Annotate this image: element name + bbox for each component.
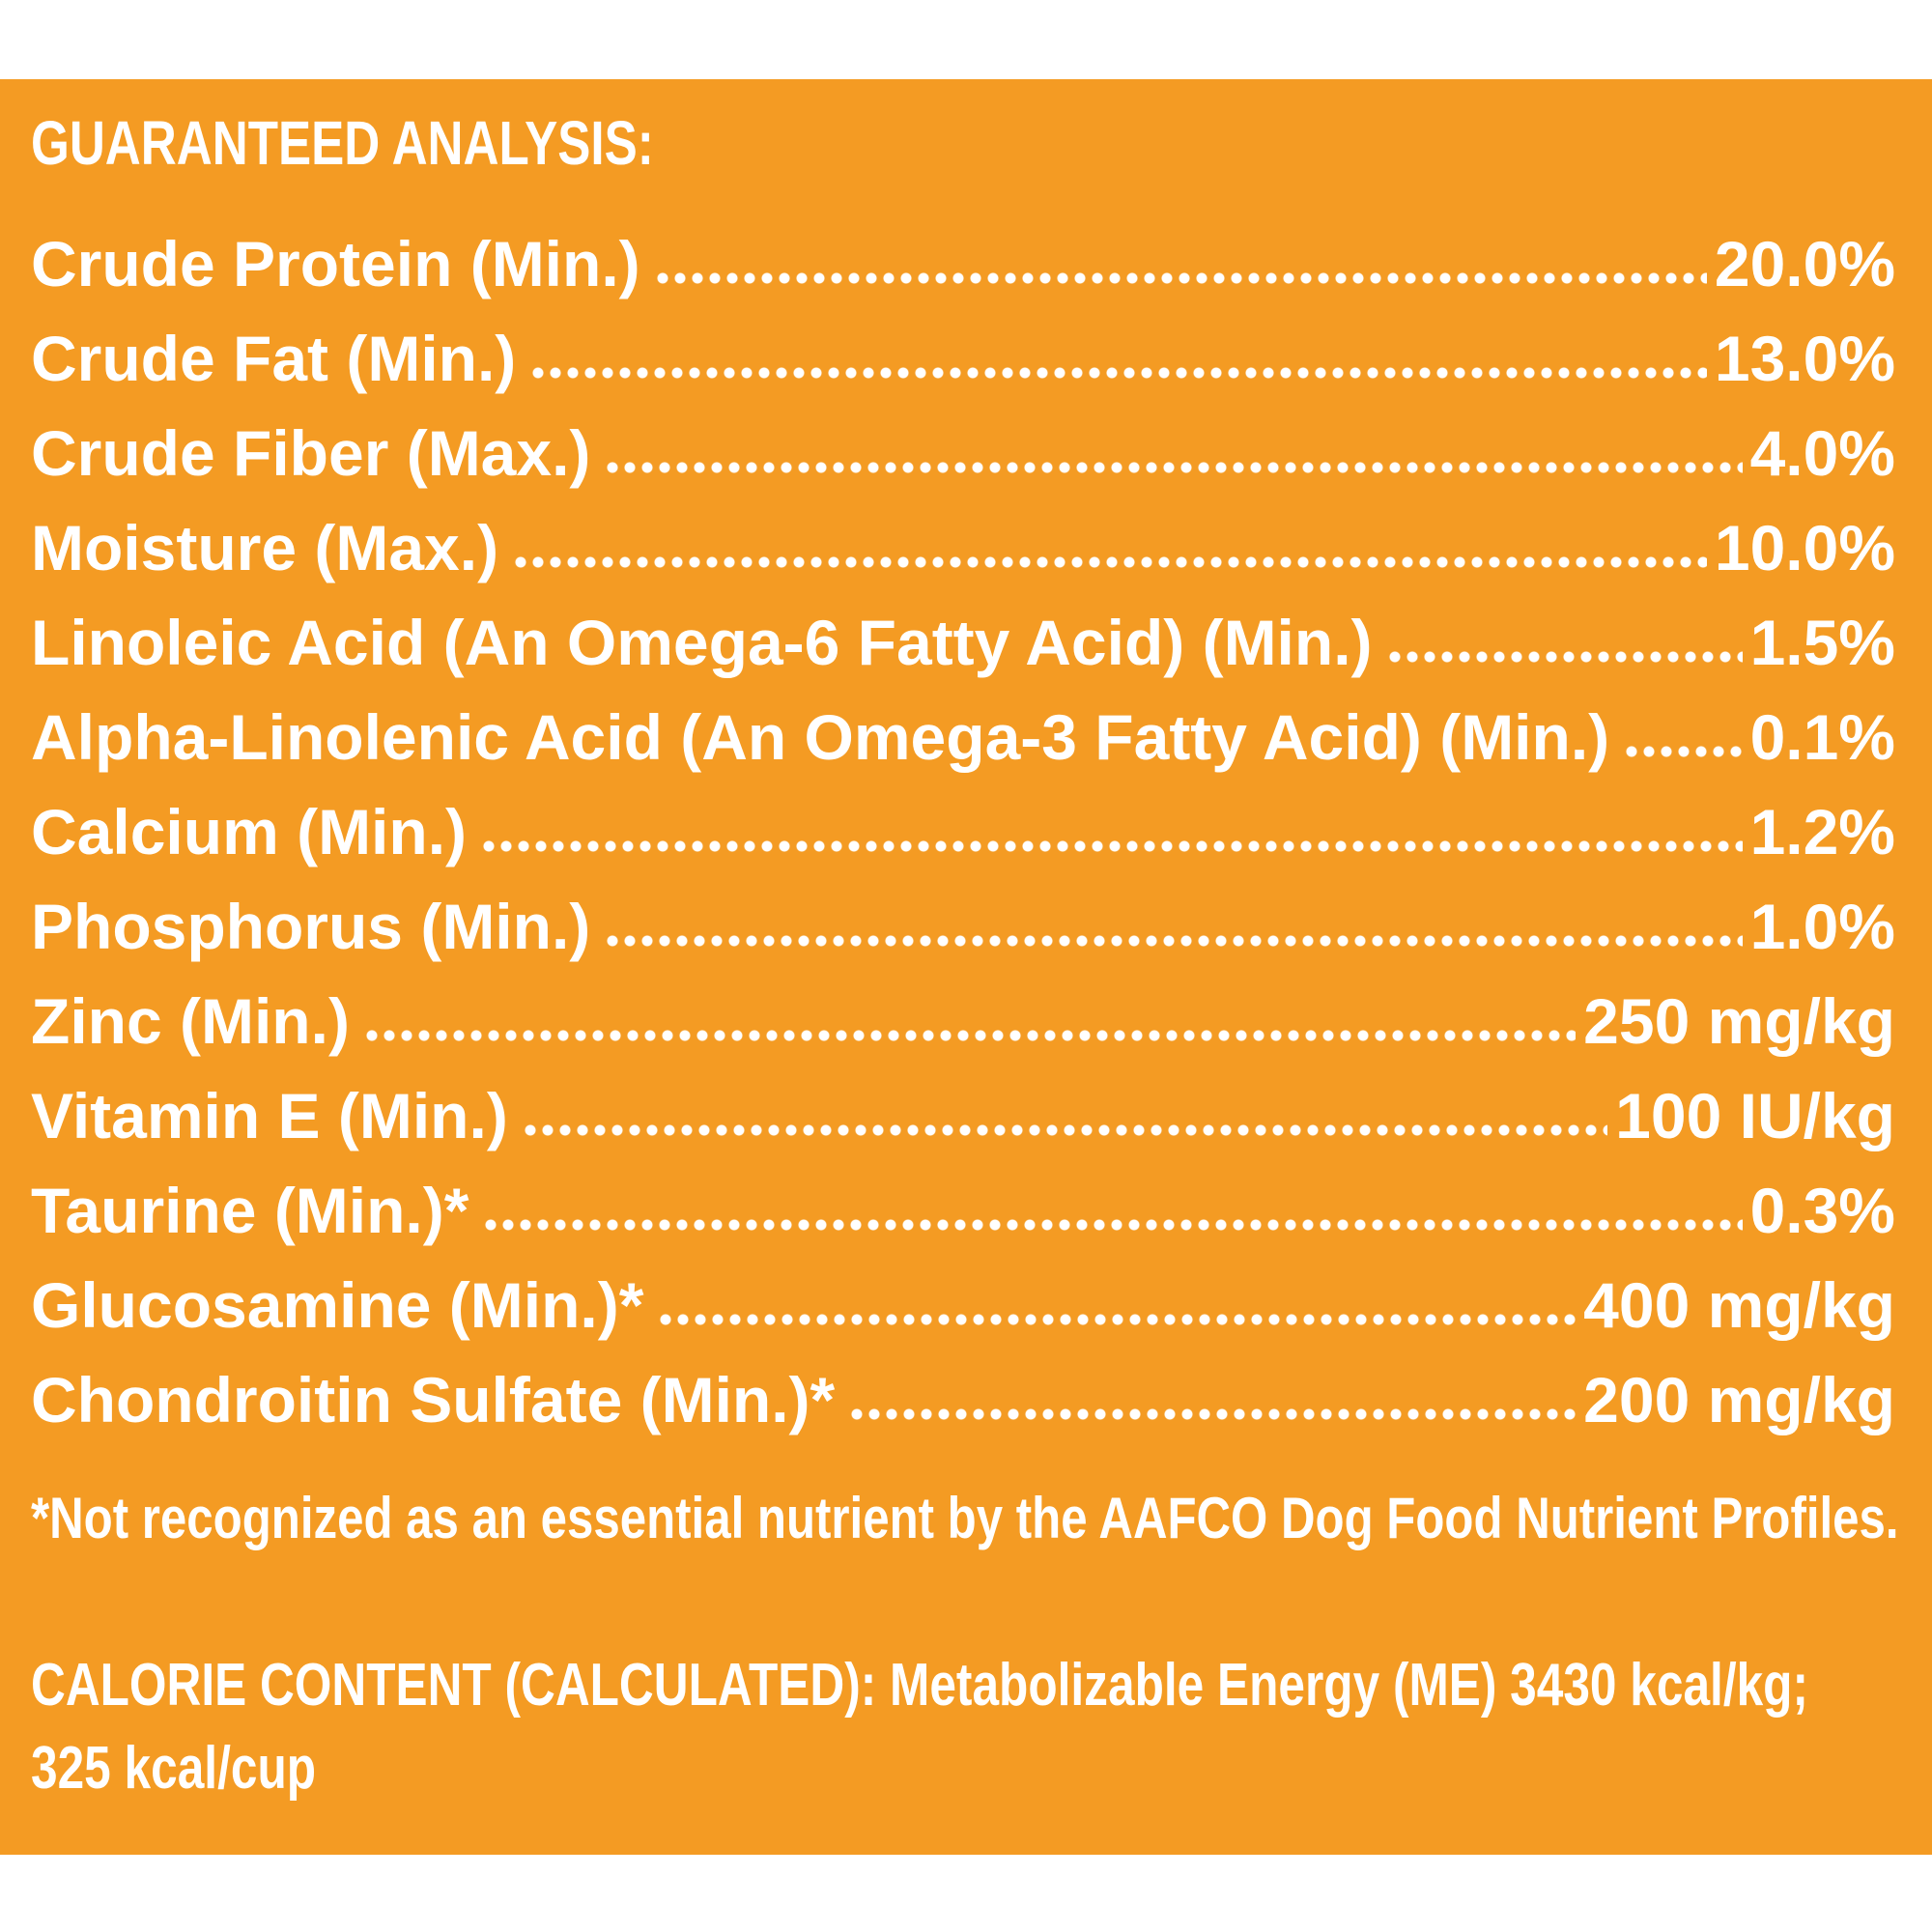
nutrient-value: 10.0% xyxy=(1714,512,1895,583)
analysis-row: Crude Fat (Min.) 13.0% xyxy=(31,311,1895,406)
nutrient-value: 250 mg/kg xyxy=(1583,985,1895,1057)
dot-leader xyxy=(529,366,1707,380)
nutrient-label: Vitamin E (Min.) xyxy=(31,1080,508,1151)
nutrient-label: Calcium (Min.) xyxy=(31,796,468,867)
nutrient-label: Crude Fiber (Max.) xyxy=(31,417,591,489)
dot-leader xyxy=(653,271,1707,285)
analysis-row: Crude Protein (Min.) 20.0% xyxy=(31,216,1895,311)
analysis-row: Alpha-Linolenic Acid (An Omega-3 Fatty A… xyxy=(31,690,1895,784)
nutrient-label: Crude Protein (Min.) xyxy=(31,228,640,299)
analysis-row: Phosphorus (Min.) 1.0% xyxy=(31,879,1895,974)
dot-leader xyxy=(1385,650,1743,664)
nutrient-label: Moisture (Max.) xyxy=(31,512,499,583)
nutrient-label: Taurine (Min.)* xyxy=(31,1175,469,1246)
analysis-row: Chondroitin Sulfate (Min.)* 200 mg/kg xyxy=(31,1352,1895,1447)
calorie-content-line: 325 kcal/cup xyxy=(31,1735,317,1802)
dot-leader xyxy=(604,934,1743,948)
nutrient-value: 1.0% xyxy=(1749,891,1895,962)
nutrient-label: Glucosamine (Min.)* xyxy=(31,1269,644,1341)
calorie-content: CALORIE CONTENT (CALCULATED): Metaboliza… xyxy=(31,1644,1808,1810)
dot-leader xyxy=(482,1218,1743,1232)
nutrient-value: 400 mg/kg xyxy=(1583,1269,1895,1341)
dot-leader xyxy=(604,461,1743,474)
analysis-row: Taurine (Min.)* 0.3% xyxy=(31,1163,1895,1258)
nutrient-label: Crude Fat (Min.) xyxy=(31,323,517,394)
analysis-row: Calcium (Min.) 1.2% xyxy=(31,784,1895,879)
nutrient-value: 4.0% xyxy=(1749,417,1895,489)
nutrient-value: 0.1% xyxy=(1749,701,1895,773)
analysis-row: Crude Fiber (Max.) 4.0% xyxy=(31,406,1895,500)
analysis-table: Crude Protein (Min.) 20.0% Crude Fat (Mi… xyxy=(31,216,1895,1447)
dot-leader xyxy=(362,1029,1577,1042)
dot-leader xyxy=(657,1313,1577,1326)
dot-leader xyxy=(521,1123,1608,1137)
analysis-row: Glucosamine (Min.)* 400 mg/kg xyxy=(31,1258,1895,1352)
nutrient-value: 20.0% xyxy=(1714,228,1895,299)
aafco-footnote: *Not recognized as an essential nutrient… xyxy=(31,1486,1899,1550)
nutrient-value: 0.3% xyxy=(1749,1175,1895,1246)
dot-leader xyxy=(480,839,1743,853)
calorie-content-line: CALORIE CONTENT (CALCULATED): Metaboliza… xyxy=(31,1652,1808,1719)
nutrient-value: 1.5% xyxy=(1749,607,1895,678)
dot-leader xyxy=(848,1407,1577,1421)
dot-leader xyxy=(1623,745,1743,758)
nutrient-label: Linoleic Acid (An Omega-6 Fatty Acid) (M… xyxy=(31,607,1373,678)
analysis-row: Moisture (Max.) 10.0% xyxy=(31,500,1895,595)
nutrient-label: Chondroitin Sulfate (Min.)* xyxy=(31,1364,836,1435)
guaranteed-analysis-panel: GUARANTEED ANALYSIS: Crude Protein (Min.… xyxy=(0,79,1932,1855)
nutrient-value: 100 IU/kg xyxy=(1615,1080,1895,1151)
analysis-row: Linoleic Acid (An Omega-6 Fatty Acid) (M… xyxy=(31,595,1895,690)
analysis-row: Zinc (Min.) 250 mg/kg xyxy=(31,974,1895,1068)
nutrient-value: 1.2% xyxy=(1749,796,1895,867)
analysis-row: Vitamin E (Min.) 100 IU/kg xyxy=(31,1068,1895,1163)
nutrient-label: Zinc (Min.) xyxy=(31,985,350,1057)
nutrient-value: 200 mg/kg xyxy=(1583,1364,1895,1435)
nutrient-value: 13.0% xyxy=(1714,323,1895,394)
dot-leader xyxy=(512,555,1707,569)
analysis-heading: GUARANTEED ANALYSIS: xyxy=(31,108,654,178)
nutrient-label: Alpha-Linolenic Acid (An Omega-3 Fatty A… xyxy=(31,701,1610,773)
nutrient-label: Phosphorus (Min.) xyxy=(31,891,591,962)
